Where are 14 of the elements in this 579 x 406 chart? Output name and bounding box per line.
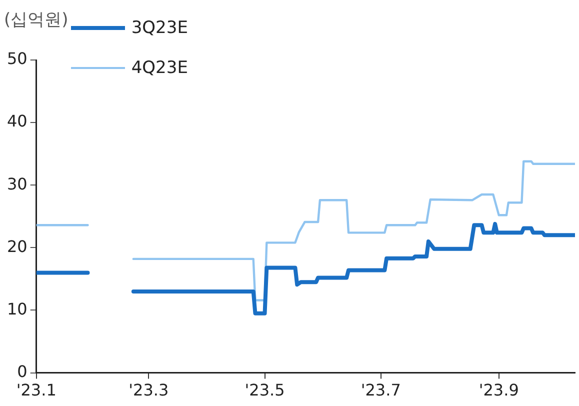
y-tick-label: 50: [7, 49, 28, 68]
x-tick-label: '23.9: [478, 380, 519, 400]
legend-label: 4Q23E: [131, 58, 188, 78]
y-axis-title: (십억원): [4, 9, 68, 31]
y-tick-label: 10: [7, 299, 28, 318]
x-tick-label: '23.7: [360, 380, 401, 400]
legend-label: 3Q23E: [131, 18, 188, 38]
y-tick-label: 20: [7, 236, 28, 256]
y-tick-label: 30: [7, 174, 28, 194]
x-tick-label: '23.3: [128, 380, 169, 400]
x-tick-label: '23.1: [16, 380, 56, 400]
x-tick-label: '23.5: [244, 380, 285, 400]
y-tick-label: 0: [17, 362, 28, 381]
y-tick-label: 40: [7, 112, 28, 131]
